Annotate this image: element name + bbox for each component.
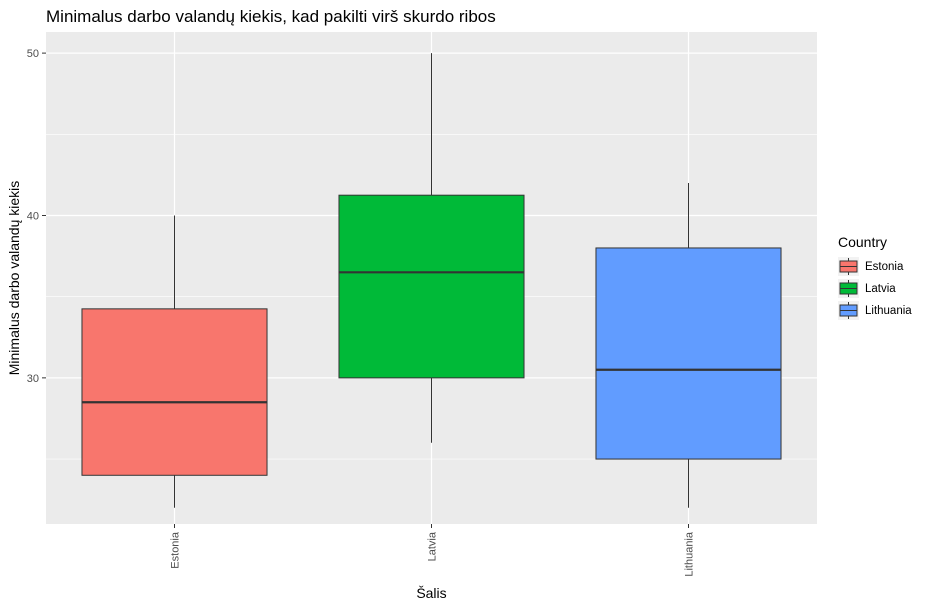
legend-item-estonia: Estonia [838,257,904,276]
legend-item-latvia: Latvia [838,279,896,298]
chart-title: Minimalus darbo valandų kiekis, kad paki… [46,7,496,26]
legend-label: Latvia [865,283,896,295]
box-body [595,247,782,460]
legend-label: Lithuania [865,305,912,317]
y-tick-label: 40 [27,210,39,222]
y-tick-label: 50 [27,48,39,60]
box-latvia [338,53,525,443]
legend-item-lithuania: Lithuania [838,301,912,320]
x-tick-label: Estonia [170,531,182,569]
legend-title: Country [838,234,887,250]
x-tick-label: Lithuania [684,531,696,577]
boxes [81,53,782,508]
box-body [338,194,525,379]
box-estonia [81,215,268,508]
x-axis-title: Šalis [416,585,446,601]
y-axis-ticks: 30 40 50 [27,48,46,385]
x-tick-label: Latvia [427,531,439,561]
y-axis-title: Minimalus darbo valandų kiekis [6,181,22,376]
box-body [81,308,268,476]
box-lithuania [595,183,782,508]
y-tick-label: 30 [27,373,39,385]
legend-label: Estonia [865,261,904,273]
legend: Country Estonia Latvia Lithuania [838,234,912,320]
x-axis-ticks: Estonia Latvia Lithuania [170,524,696,577]
